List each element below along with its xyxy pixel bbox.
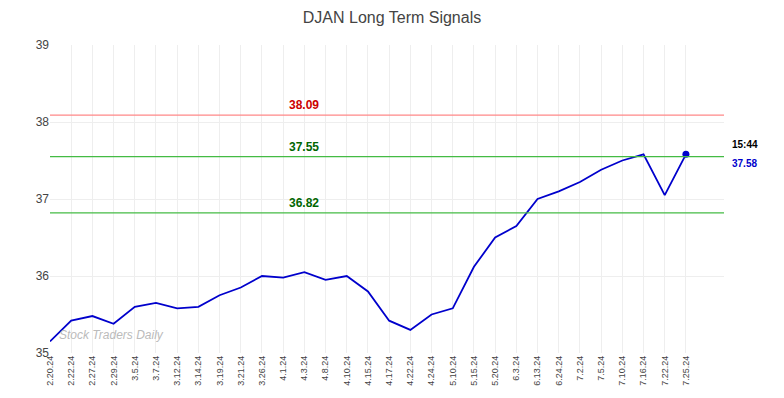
svg-text:7.10.24: 7.10.24	[617, 356, 627, 386]
svg-text:6.3.24: 6.3.24	[511, 356, 521, 381]
svg-text:2.22.24: 2.22.24	[66, 356, 76, 386]
svg-text:3.19.24: 3.19.24	[215, 356, 225, 386]
svg-text:4.1.24: 4.1.24	[278, 356, 288, 381]
svg-text:3.12.24: 3.12.24	[172, 356, 182, 386]
svg-text:5.10.24: 5.10.24	[448, 356, 458, 386]
svg-text:36.82: 36.82	[289, 196, 319, 210]
svg-text:4.10.24: 4.10.24	[342, 356, 352, 386]
svg-text:15:44: 15:44	[732, 139, 758, 150]
svg-text:2.20.24: 2.20.24	[45, 356, 55, 386]
svg-text:3.21.24: 3.21.24	[236, 356, 246, 386]
svg-text:4.22.24: 4.22.24	[405, 356, 415, 386]
svg-text:Stock Traders Daily: Stock Traders Daily	[59, 328, 164, 342]
svg-text:37.58: 37.58	[732, 158, 757, 169]
svg-text:7.16.24: 7.16.24	[638, 356, 648, 386]
svg-text:36: 36	[36, 269, 50, 283]
svg-text:3.5.24: 3.5.24	[130, 356, 140, 381]
svg-text:35: 35	[36, 346, 50, 360]
svg-text:DJAN Long Term Signals: DJAN Long Term Signals	[303, 9, 481, 26]
svg-text:4.17.24: 4.17.24	[384, 356, 394, 386]
svg-text:38: 38	[36, 115, 50, 129]
svg-text:7.2.24: 7.2.24	[575, 356, 585, 381]
svg-text:3.14.24: 3.14.24	[193, 356, 203, 386]
svg-text:2.29.24: 2.29.24	[109, 356, 119, 386]
svg-text:4.15.24: 4.15.24	[363, 356, 373, 386]
svg-text:39: 39	[36, 38, 50, 52]
svg-text:2.27.24: 2.27.24	[87, 356, 97, 386]
svg-text:7.22.24: 7.22.24	[660, 356, 670, 386]
svg-text:7.25.24: 7.25.24	[681, 356, 691, 386]
svg-text:7.5.24: 7.5.24	[596, 356, 606, 381]
svg-text:4.8.24: 4.8.24	[320, 356, 330, 381]
svg-text:6.13.24: 6.13.24	[532, 356, 542, 386]
svg-text:38.09: 38.09	[289, 98, 319, 112]
svg-text:4.3.24: 4.3.24	[299, 356, 309, 381]
svg-text:37.55: 37.55	[289, 140, 319, 154]
svg-text:3.26.24: 3.26.24	[257, 356, 267, 386]
svg-text:6.24.24: 6.24.24	[554, 356, 564, 386]
svg-text:4.24.24: 4.24.24	[426, 356, 436, 386]
svg-text:5.15.24: 5.15.24	[469, 356, 479, 386]
svg-text:5.20.24: 5.20.24	[490, 356, 500, 386]
svg-text:3.7.24: 3.7.24	[151, 356, 161, 381]
svg-text:37: 37	[36, 192, 50, 206]
